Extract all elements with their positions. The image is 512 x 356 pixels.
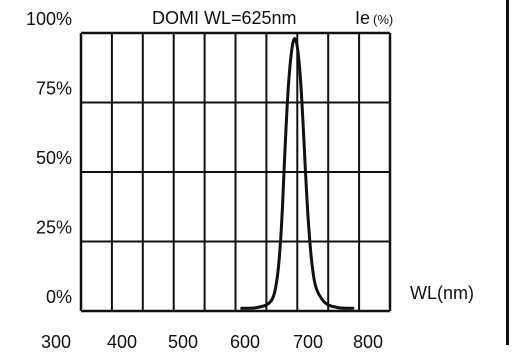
y-tick-labels: 0% 25% 50% 75% 100% [26, 9, 72, 307]
x-tick-label: 300 [41, 332, 71, 352]
y-tick-label: 25% [36, 218, 72, 238]
x-tick-label: 400 [107, 332, 137, 352]
x-axis-label: WL(nm) [410, 283, 474, 303]
x-tick-labels: 300 400 500 600 700 800 [41, 332, 383, 352]
x-tick-label: 500 [168, 332, 198, 352]
y-tick-label: 75% [36, 79, 72, 99]
y-tick-label: 50% [36, 148, 72, 168]
y-axis-unit: (%) [373, 12, 393, 27]
x-tick-label: 800 [353, 332, 383, 352]
x-tick-label: 700 [293, 332, 323, 352]
chart-title: DOMI WL=625nm [152, 8, 297, 28]
y-tick-label: 0% [46, 287, 72, 307]
frame-border [506, 0, 509, 345]
spectrum-curve [240, 37, 355, 310]
x-tick-label: 600 [230, 332, 260, 352]
chart-grid [79, 31, 392, 313]
y-tick-label: 100% [26, 9, 72, 29]
axis-labels: DOMI WL=625nm Ie (%) WL(nm) [152, 8, 474, 303]
y-axis-label: Ie [355, 8, 370, 28]
